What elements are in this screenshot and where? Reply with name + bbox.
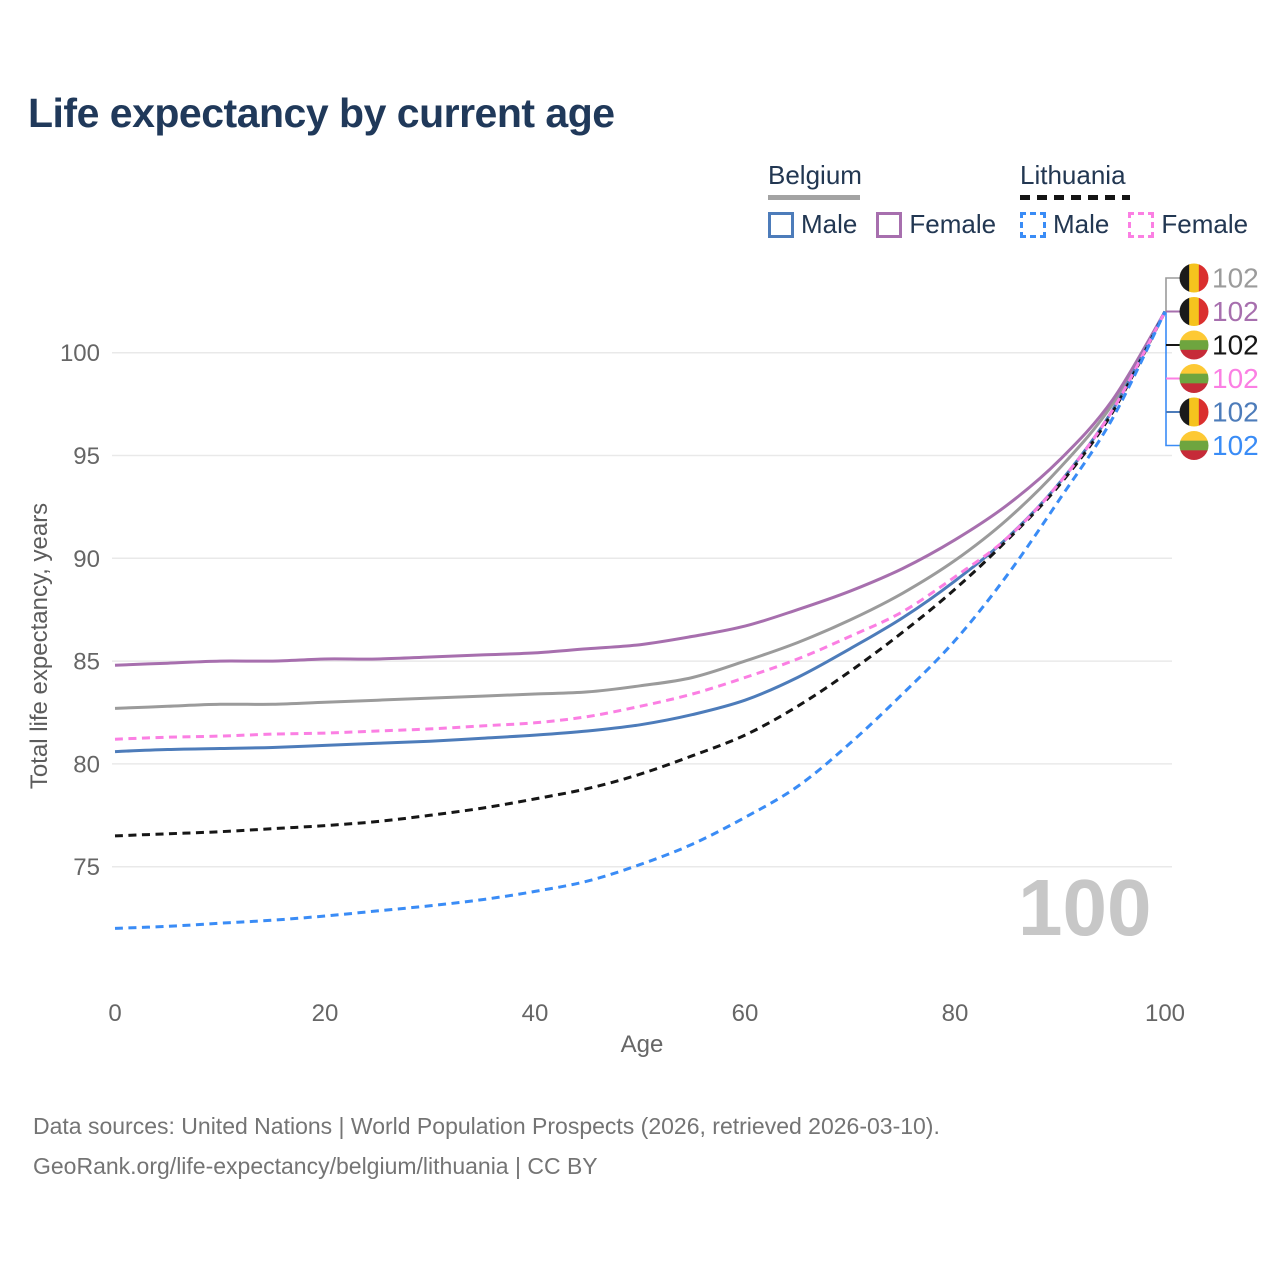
x-axis-title: Age <box>621 1031 664 1058</box>
swatch-belgium-male <box>768 211 794 238</box>
legend-title-lithuania[interactable]: Lithuania <box>1020 160 1126 190</box>
y-axis-title: Total life expectancy, years <box>26 503 53 789</box>
flag-icon-lithuania <box>1179 364 1209 393</box>
current-age-indicator: 100 <box>1018 863 1152 952</box>
label-leader-top <box>1165 277 1180 312</box>
x-tick-label: 20 <box>312 1000 339 1027</box>
legend-item-lithuania-male[interactable]: Male <box>1020 209 1109 240</box>
legend-item-belgium-male[interactable]: Male <box>768 209 857 240</box>
y-tick-label: 95 <box>73 443 100 470</box>
legend-item-lithuania-female[interactable]: Female <box>1128 209 1248 240</box>
chart-title: Life expectancy by current age <box>28 90 615 136</box>
legend-label: Female <box>909 209 997 239</box>
footer-attribution: GeoRank.org/life-expectancy/belgium/lith… <box>33 1153 598 1179</box>
swatch-lithuania-female <box>1128 211 1155 238</box>
end-value-label-be-female: 102 <box>1212 296 1259 327</box>
legend-line-sample-dashed <box>1020 195 1130 200</box>
x-tick-label: 80 <box>942 1000 969 1027</box>
series-line-lt-total <box>114 310 1167 838</box>
flag-icon-lithuania <box>1179 330 1209 360</box>
legend-label: Female <box>1161 209 1249 239</box>
flag-icon-belgium <box>1179 297 1209 326</box>
footer: Data sources: United Nations | World Pop… <box>33 1106 940 1186</box>
flag-icon-lithuania <box>1179 431 1209 460</box>
end-value-label-be-total: 102 <box>1212 263 1259 294</box>
legend-line-sample-solid <box>768 195 860 200</box>
legend-group-belgium: Belgium Male Female <box>768 160 996 240</box>
flag-icon-belgium <box>1179 397 1209 427</box>
series-line-be-total <box>114 310 1167 710</box>
legend-label: Male <box>801 209 858 239</box>
swatch-lithuania-male <box>1020 211 1046 238</box>
footer-data-sources: Data sources: United Nations | World Pop… <box>33 1113 940 1139</box>
x-tick-label: 0 <box>108 1000 121 1027</box>
y-tick-label: 90 <box>73 546 100 573</box>
end-value-label-be-male: 102 <box>1212 397 1259 428</box>
legend-label: Male <box>1053 209 1110 239</box>
flag-icon-belgium <box>1179 263 1209 293</box>
legend-item-belgium-female[interactable]: Female <box>876 209 996 240</box>
label-leader-bottom <box>1165 311 1180 447</box>
end-value-label-lt-total: 102 <box>1212 330 1259 361</box>
x-tick-label: 60 <box>732 1000 759 1027</box>
series-line-be-female <box>114 310 1167 667</box>
end-value-label-lt-male: 102 <box>1212 430 1259 461</box>
swatch-belgium-female <box>876 211 903 238</box>
x-tick-label: 100 <box>1145 1000 1185 1027</box>
legend-title-belgium[interactable]: Belgium <box>768 160 862 190</box>
legend-group-lithuania: Lithuania Male Female <box>1020 160 1248 240</box>
series-line-lt-female <box>114 310 1167 741</box>
y-tick-label: 100 <box>60 340 100 367</box>
series-line-lt-male <box>114 310 1167 930</box>
end-value-label-lt-female: 102 <box>1212 363 1259 394</box>
y-tick-label: 75 <box>73 854 100 881</box>
y-tick-label: 80 <box>73 751 100 778</box>
y-tick-label: 85 <box>73 649 100 676</box>
x-tick-label: 40 <box>522 1000 549 1027</box>
